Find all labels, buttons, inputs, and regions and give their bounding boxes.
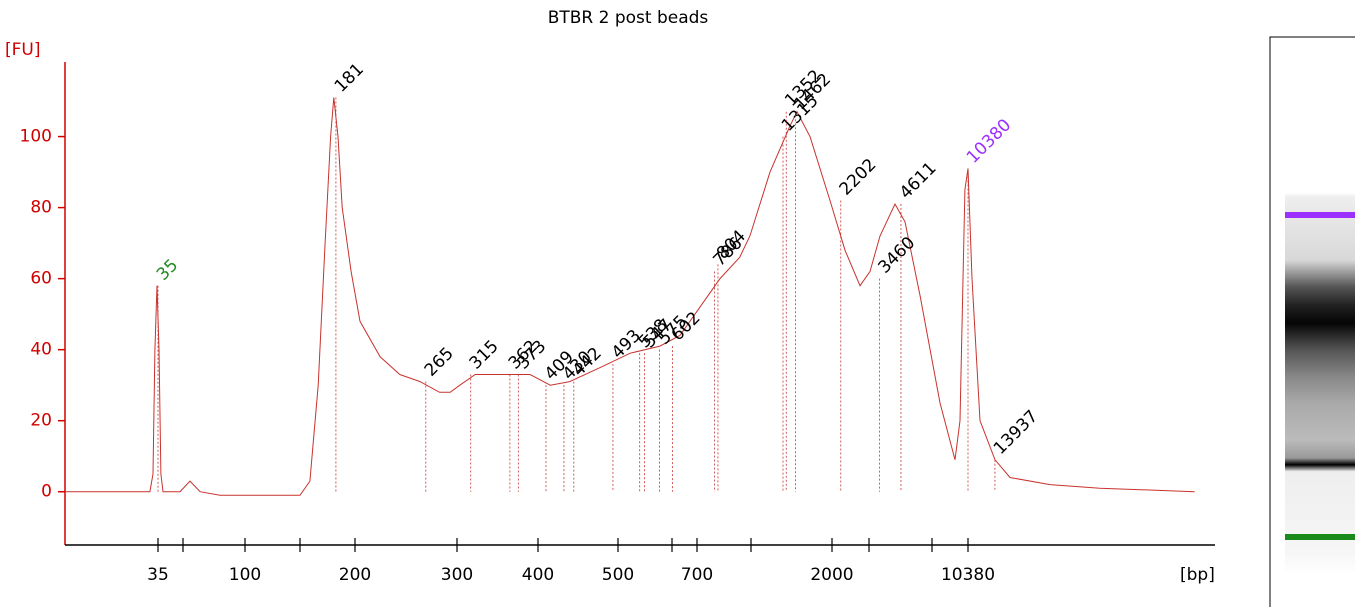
peak-label: 2202 — [836, 155, 881, 200]
peak-label: 4611 — [896, 158, 941, 203]
y-tick-label: 60 — [30, 269, 52, 289]
peak-label: 315 — [466, 337, 503, 374]
y-tick-label: 40 — [30, 340, 52, 360]
peak-label: 181 — [331, 59, 368, 96]
y-tick-label: 20 — [30, 411, 52, 431]
peak-label: 3460 — [875, 233, 920, 278]
x-tick-label: 2000 — [810, 565, 853, 585]
y-axis-label: [FU] — [5, 40, 41, 60]
y-tick-label: 0 — [41, 482, 52, 502]
x-tick-label: 500 — [602, 565, 634, 585]
x-tick-label: 100 — [229, 565, 261, 585]
x-axis-label: [bp] — [1180, 565, 1215, 585]
x-tick-label: 10380 — [941, 565, 995, 585]
y-tick-label: 100 — [20, 127, 52, 147]
peak-label: 265 — [421, 344, 458, 381]
x-tick-label: 200 — [339, 565, 371, 585]
peak-label: 10380 — [963, 115, 1015, 167]
x-tick-label: 700 — [681, 565, 713, 585]
gel-lane — [1269, 36, 1355, 607]
chart-title: BTBR 2 post beads — [548, 8, 709, 28]
x-tick-label: 400 — [522, 565, 554, 585]
x-tick-label: 35 — [147, 565, 169, 585]
x-tick-label: 300 — [441, 565, 473, 585]
y-tick-label: 80 — [30, 198, 52, 218]
peak-label: 35 — [153, 255, 182, 284]
peak-label: 13937 — [990, 406, 1042, 458]
trace — [65, 97, 1195, 496]
